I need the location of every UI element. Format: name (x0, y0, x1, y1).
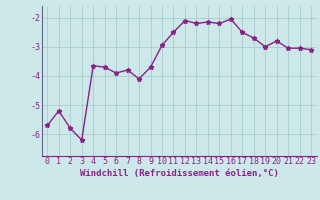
X-axis label: Windchill (Refroidissement éolien,°C): Windchill (Refroidissement éolien,°C) (80, 169, 279, 178)
